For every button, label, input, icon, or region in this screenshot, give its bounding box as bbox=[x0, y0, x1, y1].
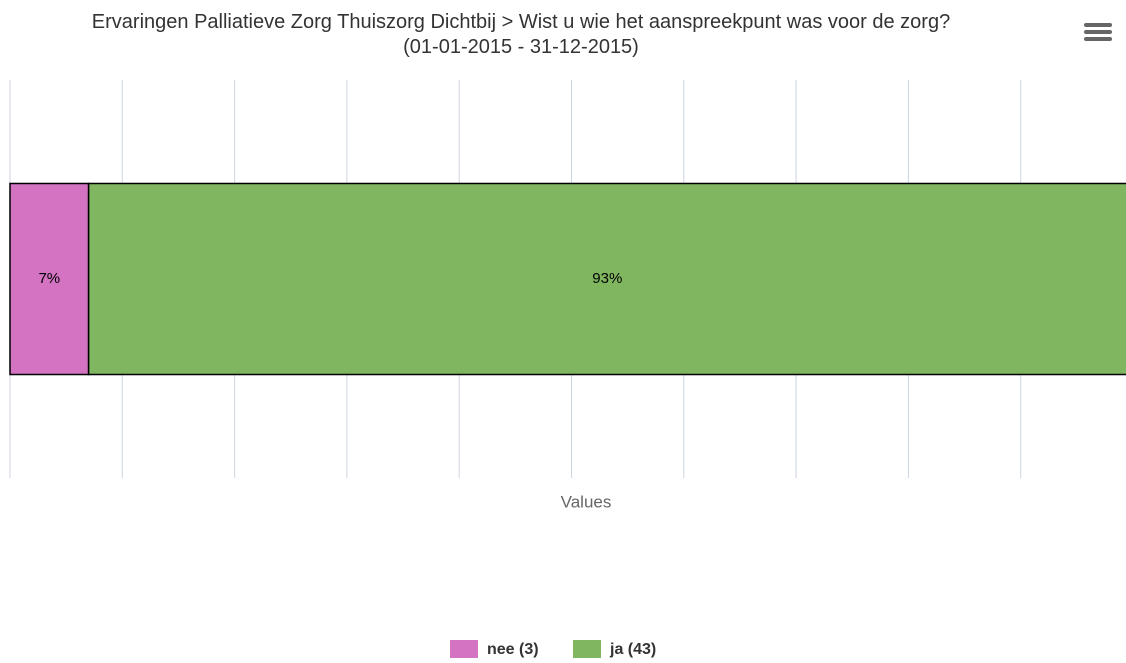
legend-swatch bbox=[573, 640, 601, 658]
chart-header: Ervaringen Palliatieve Zorg Thuiszorg Di… bbox=[20, 10, 1022, 60]
data-label: 7% bbox=[38, 270, 60, 287]
menu-button[interactable] bbox=[1084, 23, 1112, 41]
menu-bar bbox=[1084, 23, 1112, 27]
chart-title: Ervaringen Palliatieve Zorg Thuiszorg Di… bbox=[91, 11, 951, 33]
bar-segment bbox=[87, 182, 1126, 376]
legend-swatch bbox=[450, 640, 478, 658]
chart-subtitle: (01-01-2015 - 31-12-2015) bbox=[403, 36, 639, 58]
data-label: 93% bbox=[592, 270, 622, 287]
menu-bar bbox=[1084, 30, 1112, 34]
menu-bar bbox=[1084, 37, 1112, 41]
legend-label: nee (3) bbox=[487, 641, 539, 658]
legend-label: ja (43) bbox=[609, 641, 656, 658]
x-axis-title: Values bbox=[561, 492, 612, 511]
